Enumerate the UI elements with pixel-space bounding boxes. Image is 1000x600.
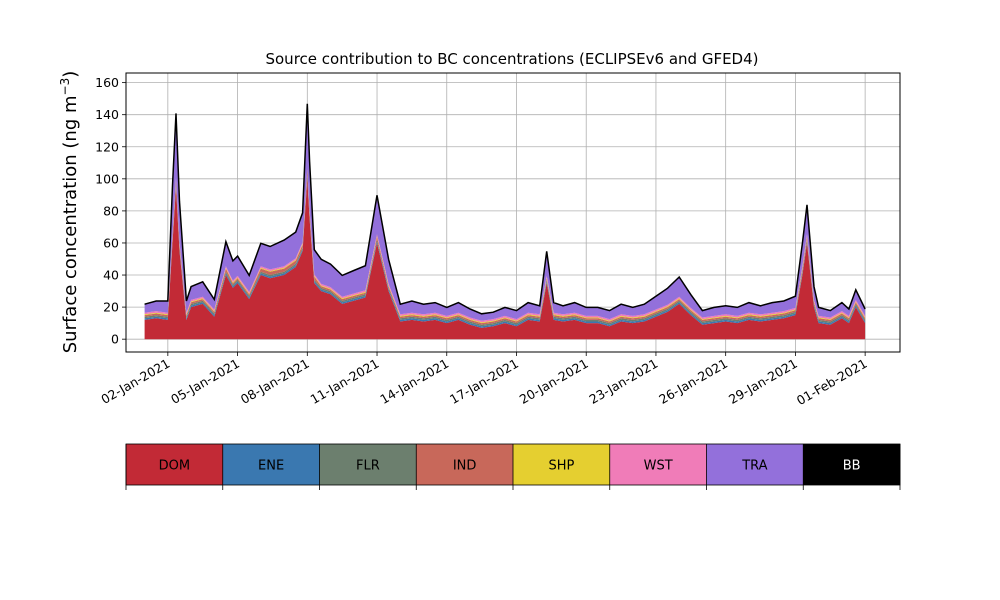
y-tick-label: 20 (103, 300, 119, 315)
y-axis-label-main: Surface concentration (ng m (60, 95, 81, 353)
legend-swatch-ene (222, 444, 320, 485)
x-tick-label: 08-Jan-2021 (238, 356, 312, 407)
x-axis-ticks: 02-Jan-202105-Jan-202108-Jan-202111-Jan-… (98, 352, 870, 408)
x-tick-label: 20-Jan-2021 (517, 356, 591, 407)
y-axis-label-close: ) (60, 71, 81, 78)
area-dom (144, 178, 866, 340)
y-axis-ticks: 0 20 40 60 80 100 120 140 160 (95, 75, 126, 347)
legend-label: BB (843, 459, 861, 474)
y-tick-label: 40 (103, 268, 119, 283)
legend-label: DOM (159, 459, 190, 474)
legend-label: TRA (741, 459, 767, 474)
legend-frame (125, 443, 901, 486)
x-tick-label: 23-Jan-2021 (587, 356, 661, 407)
legend-label: SHP (548, 459, 574, 474)
x-tick-label: 29-Jan-2021 (726, 356, 800, 407)
legend-swatch-shp (513, 444, 610, 485)
y-tick-label: 100 (95, 171, 119, 186)
x-tick-label: 26-Jan-2021 (656, 356, 730, 407)
stacked-areas (144, 103, 866, 340)
legend-colorbar: DOM ENE FLR IND SHP WST TRA BB (125, 443, 901, 490)
legend-label: FLR (356, 459, 380, 474)
total-line-path (144, 103, 866, 315)
legend-swatch-wst (609, 444, 707, 485)
legend-swatch-tra (706, 444, 804, 485)
x-tick-label: 05-Jan-2021 (168, 356, 242, 407)
y-tick-label: 80 (103, 203, 119, 218)
y-axis-label-exponent: −3 (58, 78, 72, 96)
legend-label: IND (453, 459, 477, 474)
x-tick-label: 17-Jan-2021 (447, 356, 521, 407)
plot-frame (125, 72, 901, 353)
area-tra (144, 104, 866, 321)
legend-label: WST (644, 459, 673, 474)
legend-swatch-ind (416, 444, 513, 485)
legend-swatch-flr (319, 444, 417, 485)
x-tick-label: 14-Jan-2021 (377, 356, 451, 407)
legend-label: ENE (258, 459, 284, 474)
legend-swatch-dom (126, 444, 223, 485)
x-tick-label: 02-Jan-2021 (98, 356, 172, 407)
total-line (144, 103, 866, 315)
y-tick-label: 120 (95, 139, 119, 154)
y-tick-label: 140 (95, 107, 119, 122)
x-tick-label: 01-Feb-2021 (794, 356, 870, 408)
y-tick-label: 160 (95, 75, 119, 90)
y-axis-label: Surface concentration (ng m−3) (58, 71, 81, 354)
x-tick-label: 11-Jan-2021 (308, 356, 382, 407)
y-tick-label: 60 (103, 235, 119, 250)
legend-swatch-bb (803, 444, 900, 485)
chart-title: Source contribution to BC concentrations… (265, 50, 758, 68)
y-tick-label: 0 (111, 332, 119, 347)
